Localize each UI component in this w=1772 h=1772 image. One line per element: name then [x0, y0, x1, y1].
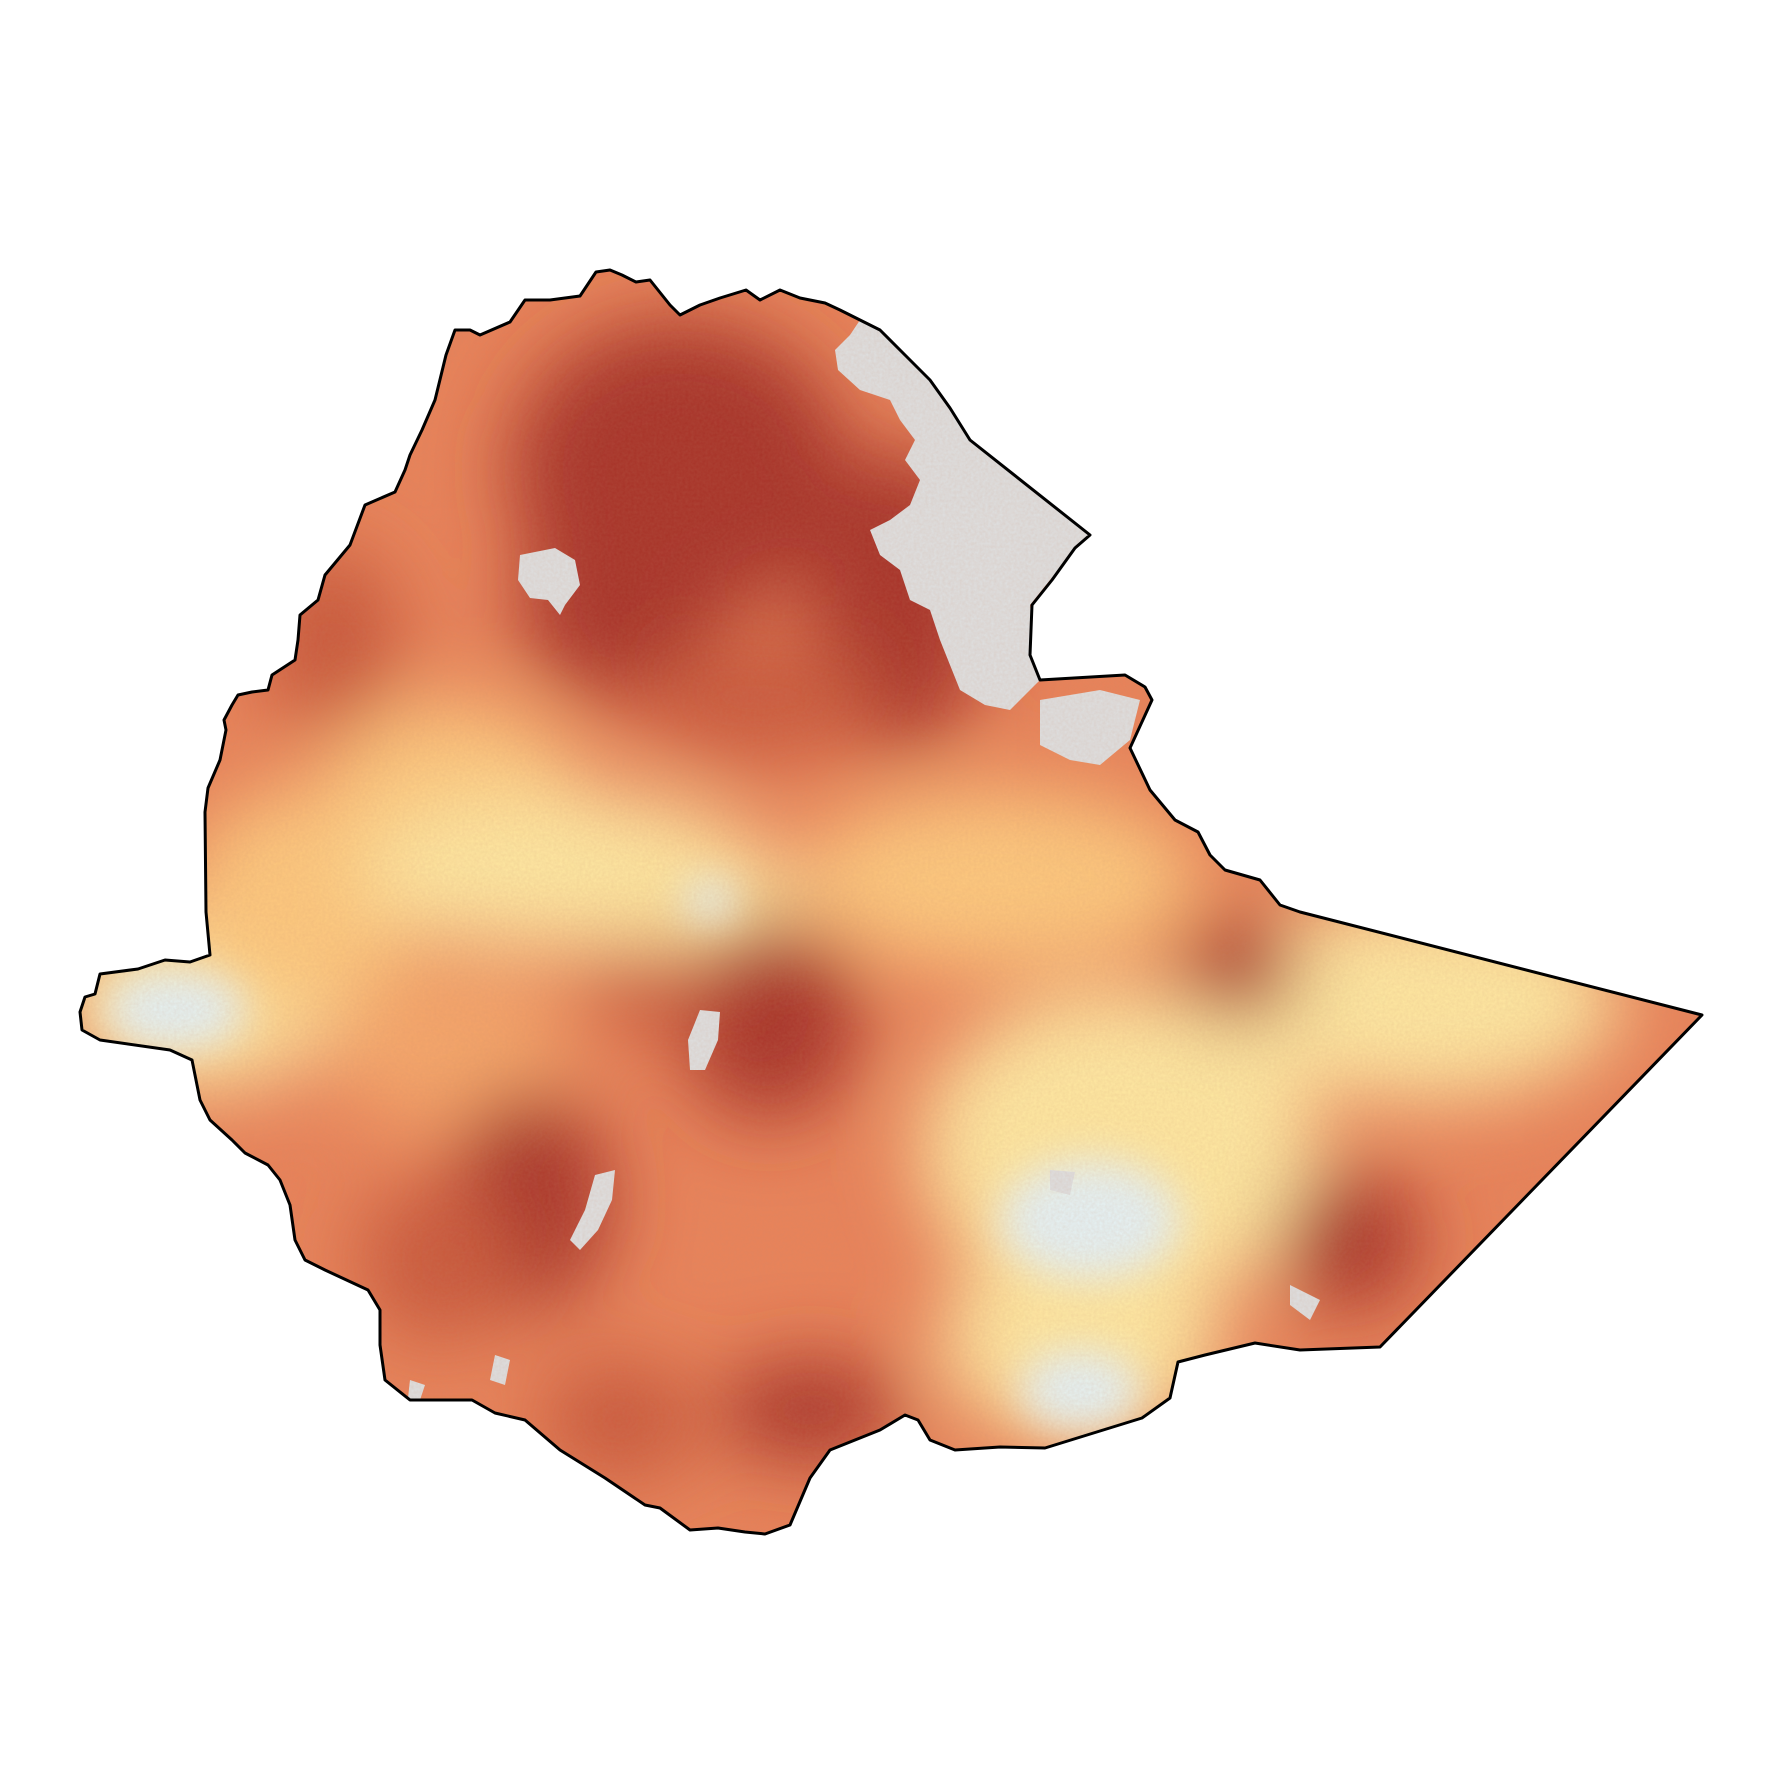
map-frame [78, 268, 1704, 1536]
map-svg [78, 268, 1704, 1536]
